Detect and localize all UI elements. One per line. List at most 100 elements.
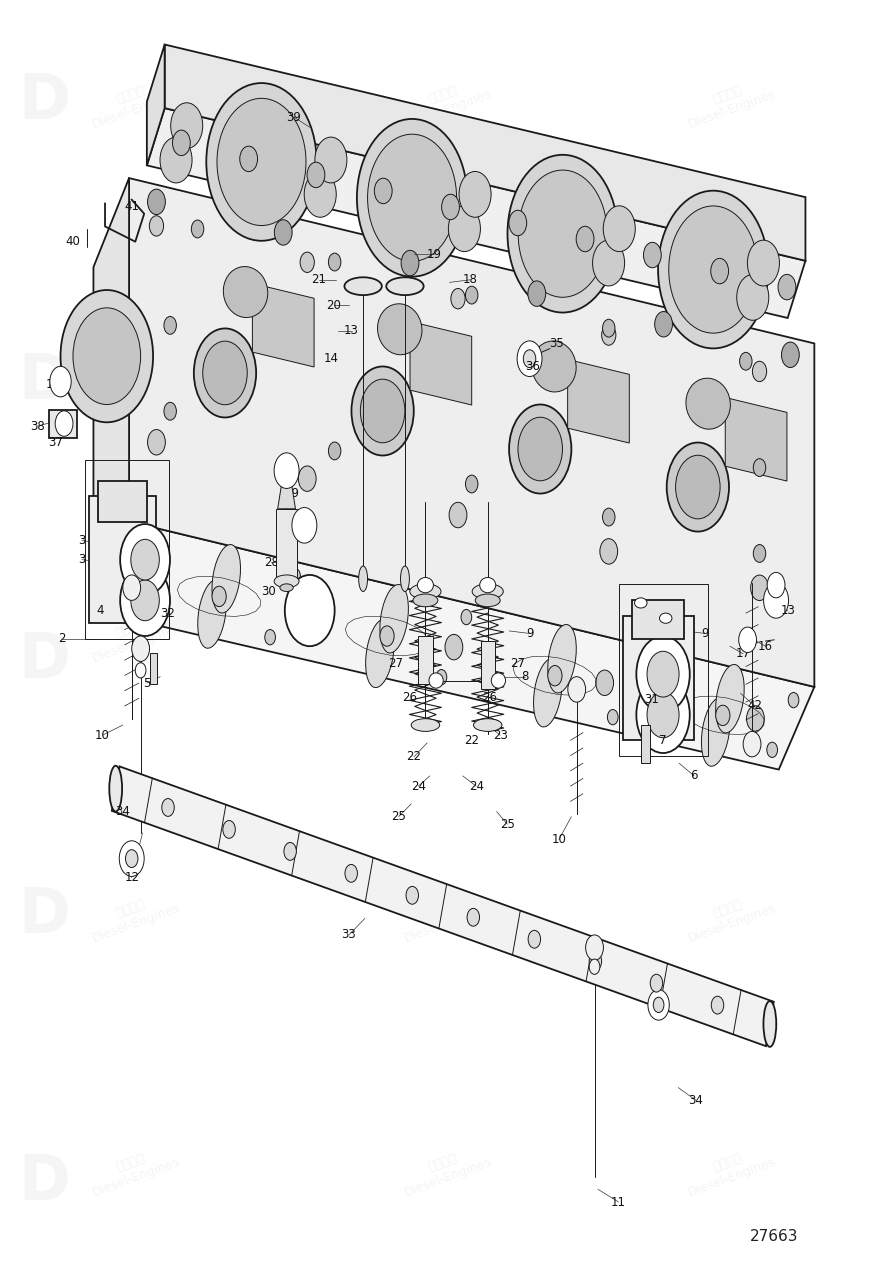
Text: 13: 13 [781,604,795,617]
Text: 16: 16 [758,640,773,653]
Ellipse shape [413,594,438,607]
Circle shape [636,677,690,753]
Text: 13: 13 [46,378,61,391]
Text: 柴发动力
Diesel-Engines: 柴发动力 Diesel-Engines [397,607,493,665]
Ellipse shape [198,580,226,649]
Circle shape [295,599,312,625]
Ellipse shape [701,698,730,766]
Text: 13: 13 [344,324,359,337]
Circle shape [292,508,317,543]
Circle shape [595,670,613,696]
Ellipse shape [716,664,744,733]
Bar [98,481,147,522]
Text: 9: 9 [526,627,533,640]
Text: 20: 20 [327,299,341,312]
Text: 26: 26 [402,691,417,703]
Circle shape [284,842,296,860]
Ellipse shape [377,304,422,355]
Circle shape [375,178,392,204]
Text: 21: 21 [312,273,326,286]
Circle shape [360,379,405,443]
Circle shape [753,544,765,562]
Circle shape [304,172,336,218]
Text: 柴发动力
Diesel-Engines: 柴发动力 Diesel-Engines [682,1141,778,1199]
Circle shape [449,502,467,528]
Circle shape [636,636,690,712]
Circle shape [173,130,190,155]
Text: 17: 17 [736,647,750,660]
Ellipse shape [533,659,562,726]
Text: 24: 24 [469,780,483,792]
Text: 5: 5 [143,677,150,689]
Ellipse shape [491,673,506,688]
Polygon shape [129,178,814,687]
Circle shape [668,206,757,333]
Circle shape [716,705,730,725]
Text: 37: 37 [48,436,62,449]
Text: 25: 25 [500,818,514,831]
Circle shape [160,137,192,183]
Circle shape [764,583,789,618]
Text: 1: 1 [303,604,311,617]
Text: 柴发动力
Diesel-Engines: 柴发动力 Diesel-Engines [682,73,778,131]
Text: 10: 10 [552,833,566,846]
Ellipse shape [380,585,409,653]
Text: 27663: 27663 [750,1229,798,1244]
Circle shape [345,865,358,883]
Circle shape [222,820,235,838]
Text: 41: 41 [125,200,139,212]
Ellipse shape [547,625,577,693]
Circle shape [528,281,546,307]
Ellipse shape [359,566,368,591]
Text: D: D [19,631,70,692]
Text: 19: 19 [427,248,441,261]
Circle shape [203,341,247,404]
Circle shape [603,319,615,337]
Text: 18: 18 [463,273,477,286]
Circle shape [265,630,276,645]
Polygon shape [725,397,787,481]
Text: 柴发动力
Diesel-Engines: 柴发动力 Diesel-Engines [682,327,778,385]
Text: 40: 40 [66,235,80,248]
Circle shape [449,206,481,252]
Ellipse shape [223,267,268,318]
Ellipse shape [386,277,424,295]
Text: 38: 38 [30,420,44,432]
Circle shape [445,635,463,660]
Ellipse shape [635,598,647,608]
Text: 24: 24 [411,780,425,792]
Circle shape [647,692,679,738]
Circle shape [648,990,669,1020]
Circle shape [131,539,159,580]
Circle shape [789,692,799,707]
Text: 柴发动力
Diesel-Engines: 柴发动力 Diesel-Engines [85,73,182,131]
Ellipse shape [366,619,394,688]
Circle shape [747,706,765,731]
Text: 35: 35 [549,337,563,350]
Circle shape [459,172,491,218]
Circle shape [517,341,542,377]
Circle shape [135,663,146,678]
Circle shape [518,417,562,481]
Ellipse shape [764,1001,776,1047]
Text: 柴发动力
Diesel-Engines: 柴发动力 Diesel-Engines [85,327,182,385]
Circle shape [401,251,419,276]
Circle shape [600,539,618,565]
Circle shape [465,474,478,492]
Circle shape [194,328,256,417]
Circle shape [507,155,618,313]
Bar [276,509,297,579]
Text: 25: 25 [392,810,406,823]
Text: 9: 9 [701,627,708,640]
Circle shape [436,669,447,684]
Bar [623,616,694,740]
Circle shape [737,275,769,321]
Text: 2: 2 [59,632,66,645]
Ellipse shape [686,378,731,429]
Text: 12: 12 [125,871,139,884]
Circle shape [206,83,317,240]
Circle shape [576,226,594,252]
Text: 33: 33 [342,929,356,941]
Ellipse shape [475,594,500,607]
Circle shape [315,137,347,183]
